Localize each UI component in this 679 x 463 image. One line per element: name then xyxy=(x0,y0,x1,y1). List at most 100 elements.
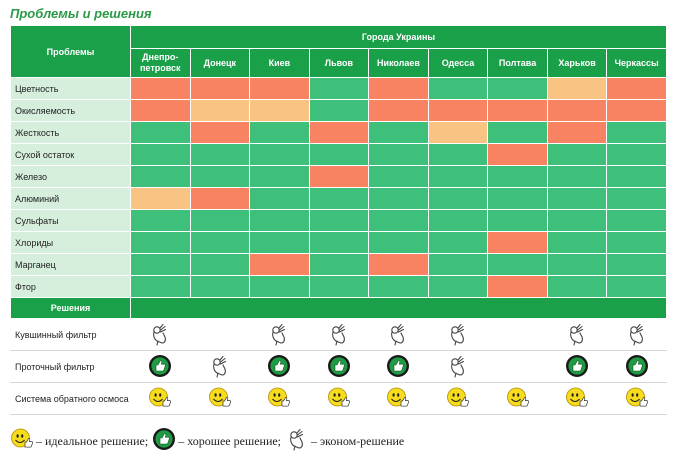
solution-cell xyxy=(130,382,191,415)
ok-hand-icon xyxy=(386,322,410,348)
problem-level-cell-green xyxy=(606,121,667,144)
problem-level-cell-red xyxy=(487,275,548,298)
solution-row: Проточный фильтр xyxy=(10,350,667,383)
solution-cell xyxy=(546,318,608,351)
problem-level-cell-green xyxy=(308,143,370,166)
problem-level-cell-red xyxy=(249,77,310,100)
solution-cell xyxy=(368,382,429,415)
smiley-thumbs-up-icon xyxy=(386,386,410,412)
problem-level-cell-green xyxy=(427,187,489,210)
problem-label: Цветность xyxy=(10,77,131,100)
ok-hand-icon xyxy=(267,322,291,348)
smiley-thumbs-up-icon xyxy=(148,386,172,412)
problem-level-cell-green xyxy=(487,209,548,232)
problem-level-cell-red xyxy=(308,121,370,144)
problem-level-cell-red xyxy=(189,121,251,144)
problem-level-cell-green xyxy=(308,187,370,210)
problem-level-cell-red xyxy=(368,99,429,122)
solution-cell xyxy=(546,350,608,383)
problem-level-cell-orange xyxy=(249,99,310,122)
city-header: Львов xyxy=(308,48,370,78)
problem-level-cell-red xyxy=(606,77,667,100)
problem-level-cell-green xyxy=(427,165,489,188)
city-header: Одесса xyxy=(427,48,489,78)
thumbs-up-badge-icon xyxy=(267,354,291,380)
problem-level-cell-green xyxy=(487,77,548,100)
problem-level-cell-red xyxy=(546,121,608,144)
problem-level-cell-green xyxy=(249,209,310,232)
problem-level-cell-orange xyxy=(546,77,608,100)
solutions-header-fill xyxy=(130,297,667,319)
problem-level-cell-green xyxy=(546,209,608,232)
problem-level-cell-green xyxy=(249,165,310,188)
solution-cell xyxy=(487,382,548,415)
problem-level-cell-green xyxy=(546,275,608,298)
problem-level-cell-green xyxy=(427,143,489,166)
problem-level-cell-green xyxy=(249,187,310,210)
legend-good: – хорошее решение; xyxy=(152,427,281,455)
problem-level-cell-red xyxy=(487,99,548,122)
solution-cell xyxy=(130,350,191,383)
problem-label: Сухой остаток xyxy=(10,143,131,166)
smiley-thumbs-up-icon xyxy=(267,386,291,412)
problem-row: Железо xyxy=(10,165,667,188)
problem-row: Жесткость xyxy=(10,121,667,144)
problem-level-cell-green xyxy=(189,275,251,298)
problem-level-cell-red xyxy=(368,77,429,100)
problem-level-cell-orange xyxy=(189,99,251,122)
solutions-header: Решения xyxy=(10,297,131,319)
legend: – идеальное решение; – хорошее решение; … xyxy=(10,428,408,454)
problem-level-cell-green xyxy=(189,209,251,232)
problem-row: Окисляемость xyxy=(10,99,667,122)
solution-cell xyxy=(249,350,310,383)
solution-row: Кувшинный фильтр xyxy=(10,318,667,351)
problem-label: Жесткость xyxy=(10,121,131,144)
smiley-thumbs-up-icon xyxy=(208,386,232,412)
ok-hand-icon xyxy=(446,354,470,380)
problem-level-cell-green xyxy=(130,165,191,188)
problem-row: Фтор xyxy=(10,275,667,298)
smiley-thumbs-up-icon xyxy=(565,386,589,412)
solution-cell xyxy=(546,382,608,415)
solution-cell xyxy=(427,382,489,415)
problem-row: Алюминий xyxy=(10,187,667,210)
problem-level-cell-green xyxy=(368,165,429,188)
problem-level-cell-green xyxy=(546,231,608,254)
problem-level-cell-green xyxy=(308,231,370,254)
problem-level-cell-red xyxy=(546,99,608,122)
problem-label: Алюминий xyxy=(10,187,131,210)
solution-cell xyxy=(308,318,370,351)
city-header: Днепро- петровск xyxy=(130,48,191,78)
cities-group-header: Города Украины xyxy=(130,25,667,49)
problem-row: Сухой остаток xyxy=(10,143,667,166)
legend-eco-label: – эконом-решение xyxy=(311,433,405,448)
problem-level-cell-green xyxy=(606,165,667,188)
problem-level-cell-green xyxy=(606,143,667,166)
problem-level-cell-green xyxy=(546,143,608,166)
problem-level-cell-green xyxy=(427,253,489,276)
problem-level-cell-red xyxy=(487,143,548,166)
solution-cell xyxy=(487,318,548,351)
problem-label: Железо xyxy=(10,165,131,188)
city-header: Донецк xyxy=(189,48,251,78)
city-header: Николаев xyxy=(368,48,429,78)
problem-level-cell-red xyxy=(130,99,191,122)
smiley-thumbs-up-icon xyxy=(446,386,470,412)
problem-level-cell-green xyxy=(130,143,191,166)
problem-level-cell-green xyxy=(368,275,429,298)
problem-level-cell-green xyxy=(308,275,370,298)
ok-hand-icon xyxy=(285,427,309,455)
problem-level-cell-orange xyxy=(130,187,191,210)
problem-level-cell-green xyxy=(249,231,310,254)
problem-level-cell-green xyxy=(368,209,429,232)
problem-level-cell-green xyxy=(368,187,429,210)
solution-label: Проточный фильтр xyxy=(10,350,131,383)
problem-level-cell-green xyxy=(606,231,667,254)
problem-level-cell-green xyxy=(606,209,667,232)
legend-eco: – эконом-решение xyxy=(285,427,404,455)
legend-ideal: – идеальное решение; xyxy=(10,427,148,455)
problem-level-cell-green xyxy=(189,143,251,166)
solution-cell xyxy=(308,350,370,383)
solution-cell xyxy=(249,318,310,351)
problem-level-cell-red xyxy=(308,165,370,188)
